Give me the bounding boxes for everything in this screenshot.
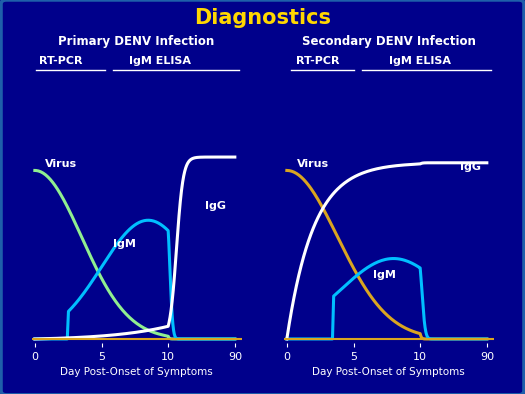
Text: Primary DENV Infection: Primary DENV Infection xyxy=(58,35,215,48)
Text: IgG: IgG xyxy=(205,201,226,211)
Text: IgM: IgM xyxy=(113,239,136,249)
Text: IgM ELISA: IgM ELISA xyxy=(129,56,191,66)
Text: Virus: Virus xyxy=(297,159,329,169)
Text: IgG: IgG xyxy=(460,162,481,173)
Text: Secondary DENV Infection: Secondary DENV Infection xyxy=(301,35,476,48)
Text: IgM ELISA: IgM ELISA xyxy=(389,56,451,66)
X-axis label: Day Post-Onset of Symptoms: Day Post-Onset of Symptoms xyxy=(312,367,465,377)
Text: Virus: Virus xyxy=(45,159,77,169)
Text: RT-PCR: RT-PCR xyxy=(39,56,82,66)
Text: Diagnostics: Diagnostics xyxy=(194,8,331,28)
X-axis label: Day Post-Onset of Symptoms: Day Post-Onset of Symptoms xyxy=(60,367,213,377)
Text: RT-PCR: RT-PCR xyxy=(296,56,339,66)
Text: IgM: IgM xyxy=(373,269,396,280)
